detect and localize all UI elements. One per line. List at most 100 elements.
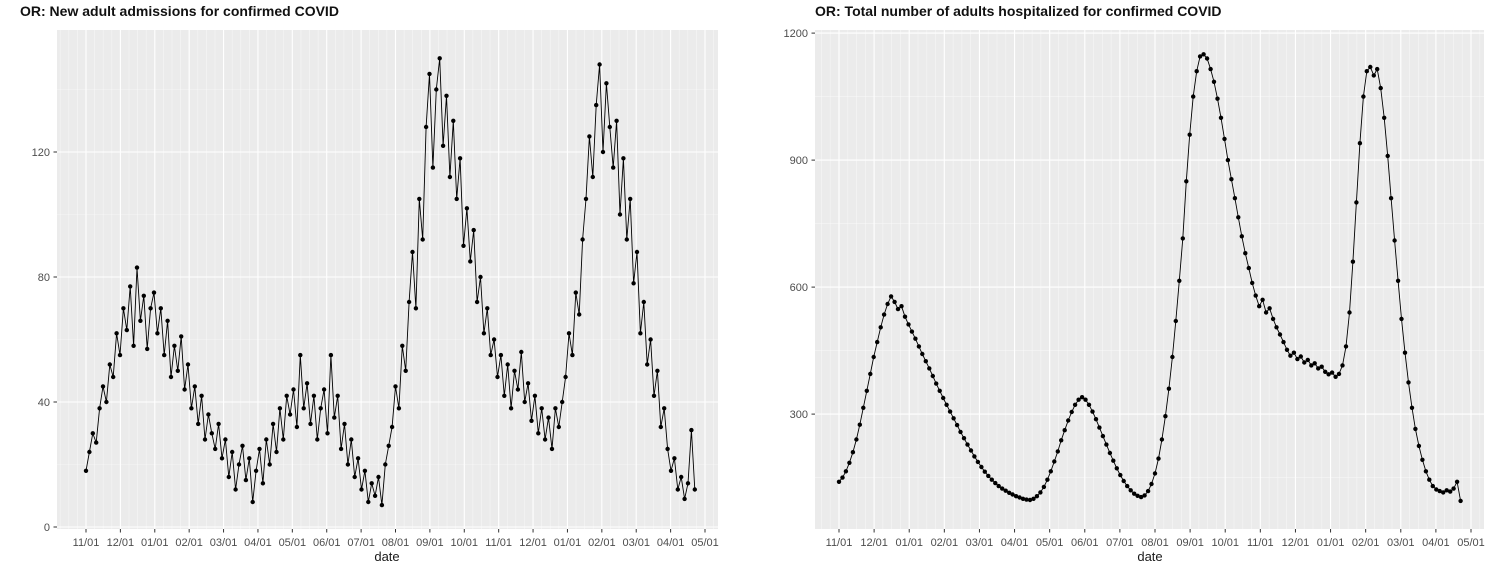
data-point — [223, 437, 228, 442]
data-point — [1416, 443, 1422, 449]
data-point — [1069, 409, 1074, 415]
data-point — [107, 362, 113, 367]
data-point — [1128, 488, 1133, 493]
data-point — [440, 143, 446, 148]
data-point — [1007, 490, 1012, 495]
x-tick-label: 02/01 — [175, 537, 203, 549]
data-point — [529, 418, 534, 423]
data-point — [542, 437, 548, 442]
data-point — [1191, 94, 1196, 99]
data-point — [298, 352, 303, 358]
data-point — [83, 468, 89, 473]
data-point — [1288, 353, 1293, 358]
data-point — [338, 446, 344, 452]
data-point — [975, 459, 981, 465]
data-point — [100, 384, 106, 389]
data-point — [1444, 488, 1449, 493]
data-point — [230, 449, 235, 455]
data-point — [1027, 497, 1033, 503]
data-point — [155, 331, 160, 336]
data-point — [498, 352, 504, 358]
x-tick-label: 05/01 — [279, 537, 307, 549]
data-point — [1458, 498, 1463, 504]
x-tick-label: 08/01 — [382, 537, 410, 549]
data-point — [1170, 354, 1175, 360]
data-point — [1368, 64, 1373, 70]
data-point — [1152, 471, 1158, 476]
right-chart-title: OR: Total number of adults hospitalized … — [815, 3, 1222, 19]
data-point — [679, 474, 684, 480]
data-point — [420, 237, 425, 242]
data-point — [847, 460, 852, 465]
data-point — [672, 456, 677, 461]
data-point — [1441, 490, 1446, 495]
data-point — [145, 346, 150, 352]
data-point — [532, 393, 538, 398]
data-point — [1260, 297, 1265, 302]
data-point — [515, 387, 521, 392]
data-point — [1236, 215, 1241, 220]
data-point — [1281, 339, 1286, 345]
y-tick-label: 120 — [32, 147, 50, 159]
data-point — [185, 362, 191, 367]
data-point — [682, 496, 687, 502]
data-point — [1107, 450, 1113, 456]
x-tick-label: 11/01 — [1247, 537, 1274, 549]
data-point — [621, 156, 626, 161]
left-chart-title: OR: New adult admissions for confirmed C… — [20, 3, 339, 19]
data-point — [318, 406, 323, 411]
x-tick-label: 06/01 — [1071, 537, 1099, 549]
data-point — [594, 102, 599, 108]
data-point — [1059, 438, 1064, 443]
data-point — [689, 427, 694, 433]
data-point — [383, 462, 388, 467]
data-point — [885, 301, 890, 307]
data-point — [219, 456, 225, 461]
data-point — [597, 62, 602, 67]
data-point — [607, 124, 612, 130]
data-point — [488, 352, 493, 358]
data-point — [1413, 426, 1418, 432]
data-point — [878, 325, 883, 330]
data-point — [1076, 397, 1081, 402]
data-point — [658, 424, 663, 430]
data-point — [1121, 478, 1126, 484]
data-point — [1090, 409, 1095, 414]
x-tick-label: 01/01 — [554, 537, 582, 549]
left-figure: OR: New adult admissions for confirmed C… — [20, 3, 719, 564]
data-point — [573, 290, 578, 295]
data-point — [930, 373, 935, 379]
data-point — [556, 424, 561, 430]
data-point — [1284, 347, 1290, 352]
data-point — [148, 306, 153, 311]
data-point — [233, 487, 238, 492]
data-point — [989, 477, 994, 482]
data-point — [464, 206, 470, 211]
y-tick-label: 900 — [790, 155, 808, 167]
data-point — [982, 469, 987, 474]
data-point — [389, 424, 395, 430]
data-point — [577, 312, 582, 317]
x-tick-label: 01/01 — [1317, 537, 1345, 549]
data-point — [158, 306, 163, 311]
data-point — [1159, 437, 1165, 442]
data-point — [614, 118, 619, 124]
data-point — [1347, 310, 1352, 315]
y-tick-label: 300 — [790, 409, 808, 421]
data-point — [662, 406, 667, 411]
data-point — [332, 415, 337, 420]
data-point — [587, 134, 592, 139]
data-point — [284, 393, 289, 398]
data-point — [485, 306, 490, 311]
data-point — [1309, 363, 1314, 368]
data-point — [996, 483, 1001, 489]
x-tick-label: 03/01 — [622, 537, 650, 549]
data-point — [875, 339, 880, 345]
x-tick-label: 12/01 — [1282, 537, 1310, 549]
data-point — [553, 406, 558, 411]
data-point — [1024, 497, 1029, 502]
data-point — [1336, 371, 1342, 377]
data-point — [993, 480, 998, 486]
data-point — [406, 299, 412, 305]
data-point — [1316, 366, 1321, 371]
